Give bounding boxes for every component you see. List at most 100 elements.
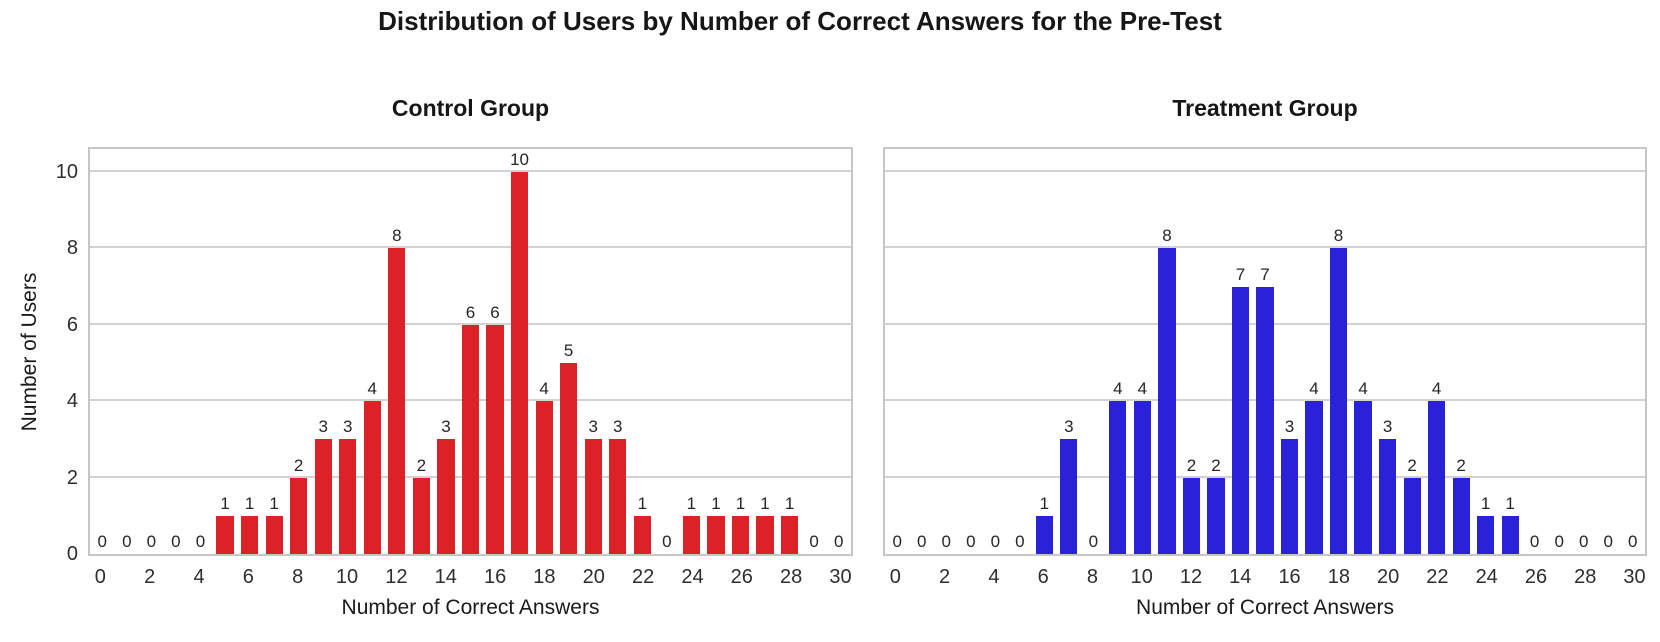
bar-slot-x13: 2 bbox=[1204, 149, 1229, 554]
bar-value-label: 2 bbox=[1407, 455, 1417, 475]
bar-value-label: 0 bbox=[941, 532, 952, 551]
bar bbox=[1452, 477, 1470, 554]
bar-slot-x11: 4 bbox=[360, 149, 385, 554]
bar-value-label: 2 bbox=[1211, 455, 1221, 475]
bar bbox=[1501, 515, 1519, 554]
bar-slot-x17: 4 bbox=[1302, 149, 1327, 554]
bar-value-label: 4 bbox=[1113, 379, 1123, 399]
bar-value-label: 1 bbox=[637, 493, 648, 513]
bar-value-label: 3 bbox=[588, 417, 598, 437]
bar-value-label: 0 bbox=[809, 532, 819, 551]
bar-slot-x20: 3 bbox=[1375, 149, 1400, 554]
x-tick-label: 6 bbox=[1037, 565, 1049, 588]
bar-value-label: 0 bbox=[1529, 532, 1540, 551]
bar-value-label: 1 bbox=[711, 493, 721, 513]
bar bbox=[1060, 439, 1078, 554]
bar bbox=[560, 362, 578, 554]
bar-value-label: 0 bbox=[1578, 532, 1589, 551]
bar-slot-x10: 3 bbox=[335, 149, 360, 554]
x-tick-label: 0 bbox=[94, 565, 106, 588]
bar bbox=[290, 477, 308, 554]
bar-value-label: 3 bbox=[1064, 417, 1074, 437]
bar-value-label: 3 bbox=[1284, 417, 1295, 437]
bar-value-label: 1 bbox=[1505, 493, 1515, 513]
x-tick-label: 16 bbox=[1278, 565, 1301, 588]
bar-slot-x28: 1 bbox=[777, 149, 802, 554]
bar-slot-x17: 10 bbox=[507, 149, 532, 554]
bar-value-label: 0 bbox=[833, 532, 844, 551]
bar-slot-x2: 0 bbox=[139, 149, 164, 554]
subplot-title-control: Control Group bbox=[391, 95, 550, 121]
x-tick-label: 22 bbox=[631, 565, 655, 588]
bar-value-label: 7 bbox=[1260, 264, 1270, 284]
x-tick-label: 12 bbox=[1179, 565, 1203, 588]
control-plot-area: Number of Users 0 2 4 6 8 10 0 0 0 0 0 1 1 1 2 3 3 4 8 2 3 6 6… bbox=[18, 147, 853, 565]
gridline-y-6 bbox=[90, 322, 851, 325]
bar-slot-x14: 7 bbox=[1228, 149, 1253, 554]
gridline-y-10 bbox=[885, 169, 1645, 172]
bar-slot-x11: 8 bbox=[1155, 149, 1180, 554]
bar bbox=[633, 515, 651, 554]
x-tick-label: 30 bbox=[829, 565, 852, 588]
bar-slot-x21: 2 bbox=[1400, 149, 1425, 554]
bar-slot-x24: 1 bbox=[679, 149, 704, 554]
bar bbox=[756, 515, 774, 554]
bar bbox=[1133, 401, 1151, 554]
bar-value-label: 3 bbox=[613, 417, 623, 437]
bar-value-label: 6 bbox=[490, 302, 500, 322]
bar bbox=[1207, 477, 1225, 554]
bar-slot-x8: 2 bbox=[286, 149, 311, 554]
bar bbox=[265, 515, 283, 554]
bar-value-label: 0 bbox=[1015, 532, 1025, 551]
x-tick-label: 30 bbox=[1623, 565, 1646, 588]
y-tick-label: 8 bbox=[66, 237, 78, 260]
x-tick-label: 4 bbox=[988, 565, 1000, 588]
bar-value-label: 4 bbox=[539, 379, 549, 399]
bar bbox=[486, 324, 504, 554]
x-axis-label: Number of Correct Answers bbox=[341, 596, 600, 619]
bar-value-label: 4 bbox=[1431, 379, 1442, 399]
bar bbox=[388, 248, 406, 554]
x-tick-label: 16 bbox=[483, 565, 507, 588]
bar bbox=[1477, 515, 1495, 554]
bar-slot-x0: 0 bbox=[885, 149, 910, 554]
bar-slot-x27: 1 bbox=[753, 149, 778, 554]
bar-slot-x13: 2 bbox=[409, 149, 434, 554]
bar-value-label: 2 bbox=[1186, 455, 1197, 475]
x-tick-label: 2 bbox=[939, 565, 951, 588]
bar-value-label: 1 bbox=[244, 493, 255, 513]
bar-slot-x0: 0 bbox=[90, 149, 115, 554]
bar-value-label: 0 bbox=[195, 532, 206, 551]
bar-value-label: 4 bbox=[1358, 379, 1368, 399]
x-axis-label: Number of Correct Answers bbox=[1136, 596, 1394, 619]
bar-value-label: 0 bbox=[171, 532, 181, 551]
bar bbox=[363, 401, 381, 554]
x-tick-label: 10 bbox=[335, 565, 359, 588]
bar-slot-x19: 4 bbox=[1351, 149, 1376, 554]
bar-slot-x12: 8 bbox=[385, 149, 410, 554]
bar-slot-x20: 3 bbox=[581, 149, 606, 554]
bar-slot-x26: 0 bbox=[1522, 149, 1547, 554]
x-tick-label: 26 bbox=[1524, 565, 1548, 588]
bar-value-label: 2 bbox=[416, 455, 427, 475]
bar bbox=[1378, 439, 1397, 554]
x-tick-label: 18 bbox=[1327, 565, 1350, 588]
x-tick-label: 20 bbox=[1377, 565, 1400, 588]
subplot-title-treatment: Treatment Group bbox=[1172, 95, 1358, 121]
x-tick-label: 0 bbox=[889, 565, 901, 588]
bar bbox=[609, 439, 627, 554]
bar-slot-x7: 3 bbox=[1057, 149, 1082, 554]
bar-slot-x6: 1 bbox=[237, 149, 262, 554]
bars-layer: 0 0 0 0 0 1 1 1 2 3 3 4 8 2 3 6 6 10 4 5 3 3 1 0 1 1 1 1 1 0 0 bbox=[90, 149, 851, 554]
bar bbox=[1354, 401, 1372, 554]
bar-slot-x9: 3 bbox=[311, 149, 336, 554]
bar-slot-x28: 0 bbox=[1571, 149, 1596, 554]
x-tick-label: 18 bbox=[533, 565, 556, 588]
x-tick-label: 8 bbox=[292, 565, 304, 588]
bar-value-label: 1 bbox=[686, 493, 697, 513]
bar-slot-x16: 3 bbox=[1277, 149, 1302, 554]
bar-slot-x10: 4 bbox=[1130, 149, 1155, 554]
bar-slot-x8: 0 bbox=[1081, 149, 1106, 554]
x-tick-label: 2 bbox=[144, 565, 156, 588]
